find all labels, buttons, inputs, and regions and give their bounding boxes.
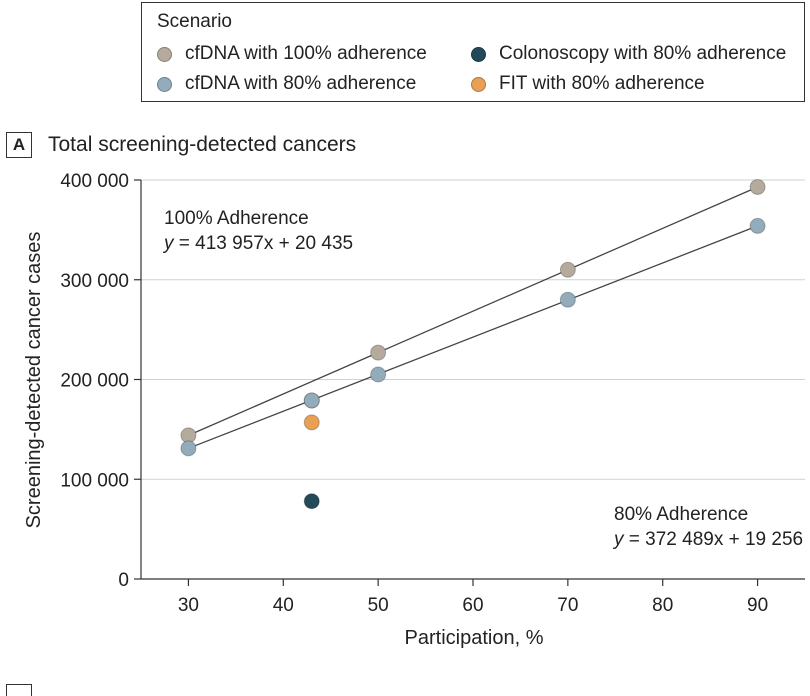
equation-annotations: 100% Adherence y = 413 957x + 20 435 80%… [162, 208, 803, 550]
y-tick-label: 100 000 [60, 470, 129, 491]
annotation-100-title: 100% Adherence [164, 208, 309, 229]
data-point [180, 440, 197, 457]
y-axis-label: Screening-detected cancer cases [23, 232, 45, 529]
legend-label: cfDNA with 100% adherence [185, 43, 427, 64]
annotation-80-y: y [612, 529, 625, 550]
fit-line [188, 186, 758, 436]
legend-marker-circle-icon [471, 76, 486, 92]
y-tick-label: 300 000 [60, 271, 129, 292]
x-tick-label: 70 [557, 595, 578, 616]
data-points [180, 178, 766, 510]
legend-item-fit-80: FIT with 80% adherence [471, 73, 705, 95]
data-point [370, 344, 387, 361]
annotation-80-equation: y = 372 489x + 19 256 [612, 529, 803, 550]
y-tick-label: 200 000 [60, 371, 129, 392]
x-tick-label: 90 [747, 595, 768, 616]
legend-title: Scenario [157, 11, 232, 32]
panel-b-label-partial [6, 684, 32, 696]
y-tick-label: 0 [118, 570, 129, 591]
legend-item-cfdna-100: cfDNA with 100% adherence [157, 43, 427, 65]
legend-item-cfdna-80: cfDNA with 80% adherence [157, 73, 416, 95]
x-tick-label: 80 [652, 595, 673, 616]
legend-marker-circle-icon [157, 76, 172, 92]
axes: 0 100 000 200 000 300 000 400 000 30 40 50 60 70 8… [60, 171, 805, 616]
legend-label: FIT with 80% adherence [499, 73, 705, 94]
annotation-100-y: y [162, 233, 175, 254]
annotation-80-title: 80% Adherence [614, 504, 748, 525]
x-tick-label: 50 [368, 595, 389, 616]
legend-item-colonoscopy-80: Colonoscopy with 80% adherence [471, 43, 786, 65]
annotation-100-formula: = 413 957x + 20 435 [174, 233, 354, 254]
gridlines [141, 179, 805, 480]
x-axis-label: Participation, % [405, 627, 544, 649]
fit-lines [188, 186, 758, 449]
legend-marker-circle-icon [471, 46, 486, 62]
data-point [559, 291, 576, 308]
fit-line [188, 225, 758, 449]
axis-labels: Participation, % Screening-detected canc… [23, 232, 544, 649]
data-point [559, 261, 576, 278]
data-point [303, 414, 320, 431]
annotation-80-formula: = 372 489x + 19 256 [624, 529, 804, 550]
data-point [749, 217, 766, 234]
x-tick-label: 30 [178, 595, 199, 616]
legend-label: cfDNA with 80% adherence [185, 73, 417, 94]
annotation-100-equation: y = 413 957x + 20 435 [162, 233, 353, 254]
x-tick-label: 60 [462, 595, 483, 616]
x-tick-label: 40 [273, 595, 294, 616]
legend-label: Colonoscopy with 80% adherence [499, 43, 787, 64]
data-point [749, 178, 766, 195]
panel-label: A [6, 132, 32, 158]
chart-legend: Scenario cfDNA with 100% adherence cfDNA… [141, 2, 805, 102]
data-point [303, 493, 320, 510]
data-point [303, 392, 320, 409]
panel-title: Total screening-detected cancers [48, 133, 357, 156]
y-tick-label: 400 000 [60, 171, 129, 192]
data-point [370, 366, 387, 383]
legend-marker-circle-icon [157, 46, 172, 62]
